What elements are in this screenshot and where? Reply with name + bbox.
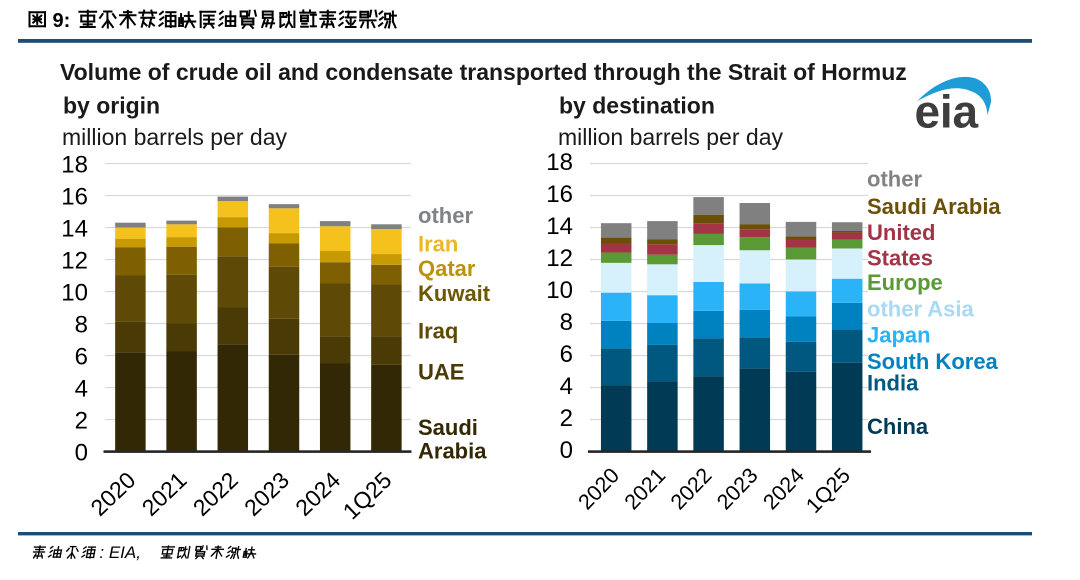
svg-text:South Korea: South Korea <box>867 349 999 374</box>
svg-text:2: 2 <box>560 405 573 432</box>
svg-text:States: States <box>867 246 933 271</box>
svg-text:4: 4 <box>75 376 88 403</box>
svg-text:Saudi Arabia: Saudi Arabia <box>867 194 1001 219</box>
svg-text:Volume of crude oil and conden: Volume of crude oil and condensate trans… <box>60 59 907 85</box>
svg-text:14: 14 <box>546 213 573 240</box>
svg-text:8: 8 <box>560 309 573 336</box>
svg-text:2023: 2023 <box>239 467 294 521</box>
svg-text:1Q25: 1Q25 <box>801 463 855 518</box>
svg-text:6: 6 <box>75 344 88 371</box>
svg-text:2: 2 <box>75 408 88 435</box>
svg-text:China: China <box>867 414 929 439</box>
svg-text:by destination: by destination <box>559 93 715 119</box>
svg-text:other Asia: other Asia <box>867 297 975 322</box>
svg-text:2024: 2024 <box>290 467 345 521</box>
svg-text:2020: 2020 <box>85 467 140 521</box>
svg-text:: EIA,: : EIA, <box>99 543 141 562</box>
svg-text:14: 14 <box>61 216 88 243</box>
svg-text:2022: 2022 <box>666 463 716 514</box>
svg-text:12: 12 <box>546 245 573 272</box>
svg-text:12: 12 <box>61 248 88 275</box>
svg-text:1Q25: 1Q25 <box>338 467 397 525</box>
svg-text:Kuwait: Kuwait <box>418 281 491 306</box>
svg-text:9:: 9: <box>53 10 71 32</box>
svg-text:18: 18 <box>61 152 88 179</box>
svg-text:2021: 2021 <box>137 467 192 521</box>
svg-text:Europe: Europe <box>867 270 943 295</box>
svg-text:Iraq: Iraq <box>418 319 458 344</box>
svg-text:eia: eia <box>915 86 979 138</box>
svg-text:million barrels per day: million barrels per day <box>62 124 287 150</box>
svg-text:UAE: UAE <box>418 359 464 384</box>
svg-text:2021: 2021 <box>620 463 670 514</box>
svg-text:Qatar: Qatar <box>418 256 476 281</box>
svg-text:16: 16 <box>546 181 573 208</box>
svg-text:2022: 2022 <box>188 467 243 521</box>
svg-text:million barrels per day: million barrels per day <box>558 124 783 150</box>
svg-text:other: other <box>418 203 473 228</box>
svg-text:0: 0 <box>560 437 573 464</box>
svg-text:2020: 2020 <box>574 463 625 514</box>
svg-text:10: 10 <box>61 280 88 307</box>
svg-text:18: 18 <box>546 149 573 176</box>
svg-text:other: other <box>867 167 922 192</box>
svg-text:Saudi: Saudi <box>418 415 478 440</box>
svg-text:Japan: Japan <box>867 323 931 348</box>
svg-text:2023: 2023 <box>712 463 763 514</box>
svg-text:8: 8 <box>75 312 88 339</box>
svg-text:6: 6 <box>560 341 573 368</box>
svg-text:10: 10 <box>546 277 573 304</box>
svg-text:2024: 2024 <box>758 463 809 514</box>
svg-text:16: 16 <box>61 184 88 211</box>
svg-text:by origin: by origin <box>63 93 160 119</box>
svg-text:4: 4 <box>560 373 573 400</box>
svg-text:0: 0 <box>75 440 88 467</box>
svg-text:Arabia: Arabia <box>418 439 487 464</box>
svg-text:United: United <box>867 220 935 245</box>
svg-text:Iran: Iran <box>418 231 458 256</box>
svg-text:India: India <box>867 371 919 396</box>
